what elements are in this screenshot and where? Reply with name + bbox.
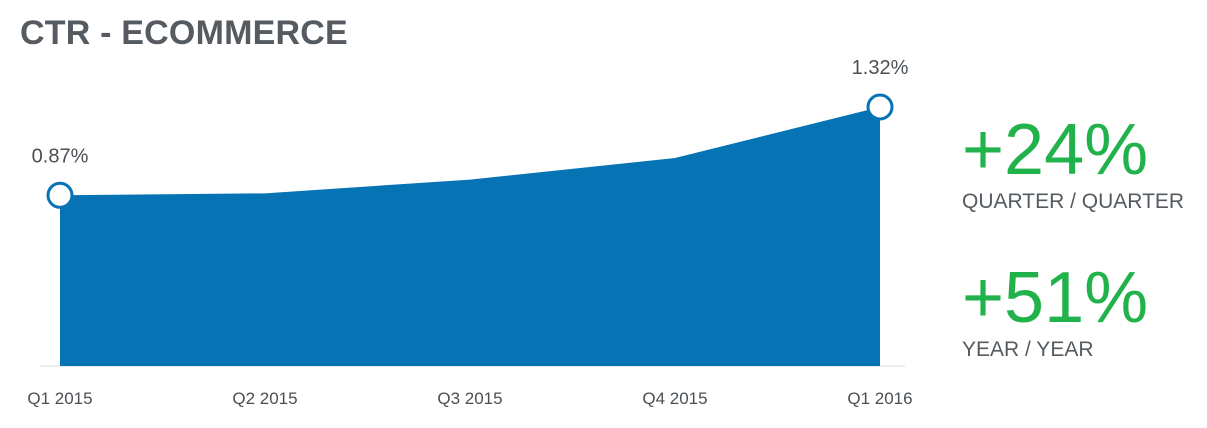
marker-layer [46, 93, 894, 209]
x-tick-label: Q1 2016 [847, 389, 912, 408]
stat-quarter-over-quarter: +24% QUARTER / QUARTER [962, 114, 1184, 214]
x-tick-label: Q3 2015 [437, 389, 502, 408]
stat-year-over-year: +51% YEAR / YEAR [962, 262, 1148, 362]
x-tick-labels: Q1 2015 Q2 2015 Q3 2015 Q4 2015 Q1 2016 [27, 389, 912, 408]
stat-qoq-label: QUARTER / QUARTER [962, 190, 1185, 213]
data-point-label: 0.87% [32, 145, 89, 167]
data-point-label: 1.32% [852, 57, 909, 79]
stat-qoq-value: +24% [962, 110, 1149, 190]
chart-title: CTR - ECOMMERCE [20, 14, 348, 52]
data-labels: 0.87% 1.32% [32, 57, 909, 167]
ctr-area-series [60, 107, 880, 366]
data-point-marker [866, 93, 894, 121]
x-tick-label: Q4 2015 [642, 389, 707, 408]
x-tick-label: Q1 2015 [27, 389, 92, 408]
area-chart: Q1 2015 Q2 2015 Q3 2015 Q4 2015 Q1 2016 0.87… [27, 57, 912, 408]
stat-yoy-value: +51% [962, 258, 1149, 338]
stat-yoy-label: YEAR / YEAR [962, 338, 1094, 361]
area-layer [60, 107, 880, 366]
data-point-marker [46, 181, 74, 209]
x-tick-label: Q2 2015 [232, 389, 297, 408]
